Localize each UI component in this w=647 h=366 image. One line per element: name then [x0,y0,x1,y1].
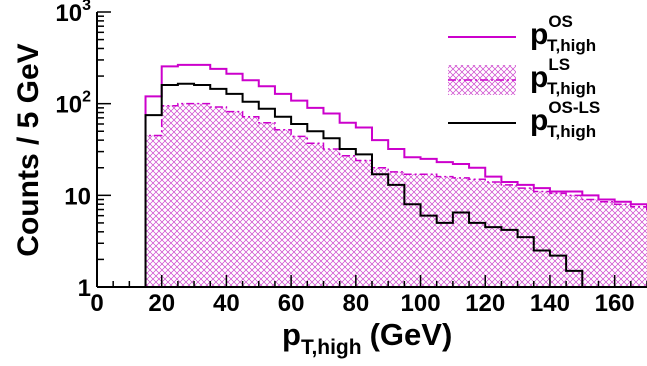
legend-label-diff: pOS-LS T,high [530,98,600,141]
x-axis-label-unit: (GeV) [370,317,453,352]
series-diff-line [144,82,647,287]
x-tick-label: 120 [465,290,505,317]
x-tick-label: 160 [595,290,635,317]
x-axis-label-main: p [282,317,301,352]
series-ls-line [144,102,647,287]
x-tick-label: 60 [278,290,305,317]
legend-label-ls: pLS T,high [530,55,596,98]
x-axis-label: pT,high (GeV) [282,317,452,359]
y-tick-label: 102 [55,89,91,119]
x-tick-label: 140 [530,290,570,317]
series-ls-fill [145,103,647,287]
plot-area [144,63,647,287]
y-axis-label: Counts / 5 GeV [12,43,45,256]
x-axis-label-sub: T,high [301,336,362,359]
x-tick-label: 80 [342,290,369,317]
axes: 0 20 40 60 80 100 120 140 160 1 10 102 103 [55,0,647,317]
x-tick-label: 0 [90,290,103,317]
series-os-line [144,63,647,287]
x-tick-label: 20 [148,290,175,317]
x-tick-label: 40 [213,290,240,317]
legend-label-os: pOS T,high [530,12,596,55]
x-tick-label: 100 [401,290,441,317]
y-tick-label: 10 [64,183,91,210]
y-tick-label: 1 [78,275,91,302]
y-tick-label: 103 [55,0,91,27]
legend: pOS T,high pLS T,high pOS-LS T,high [448,12,600,141]
